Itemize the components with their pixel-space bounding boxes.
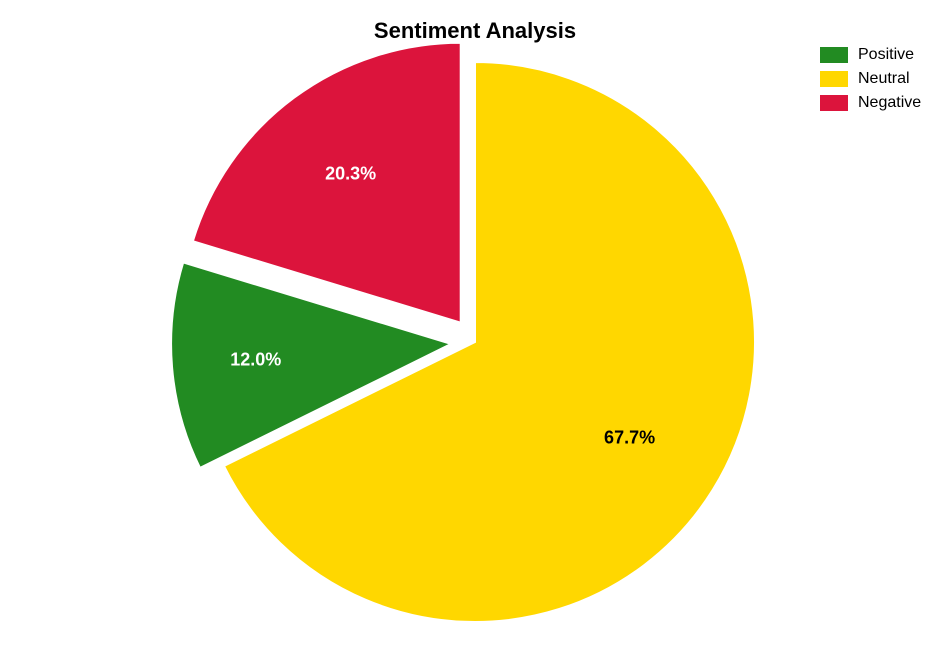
legend-swatch-neutral xyxy=(820,71,848,87)
legend-label: Positive xyxy=(858,46,914,64)
legend-label: Neutral xyxy=(858,70,910,88)
legend-swatch-negative xyxy=(820,95,848,111)
chart-legend: Positive Neutral Negative xyxy=(820,46,921,118)
slice-label-neutral: 67.7% xyxy=(604,428,655,449)
legend-item-positive: Positive xyxy=(820,46,921,64)
legend-label: Negative xyxy=(858,94,921,112)
slice-label-positive: 12.0% xyxy=(230,349,281,370)
legend-item-neutral: Neutral xyxy=(820,70,921,88)
pie-svg xyxy=(0,0,950,662)
legend-swatch-positive xyxy=(820,47,848,63)
sentiment-pie-chart: Sentiment Analysis PositiveNeutralNegati… xyxy=(0,0,950,662)
slice-label-negative: 20.3% xyxy=(325,164,376,185)
legend-item-negative: Negative xyxy=(820,94,921,112)
